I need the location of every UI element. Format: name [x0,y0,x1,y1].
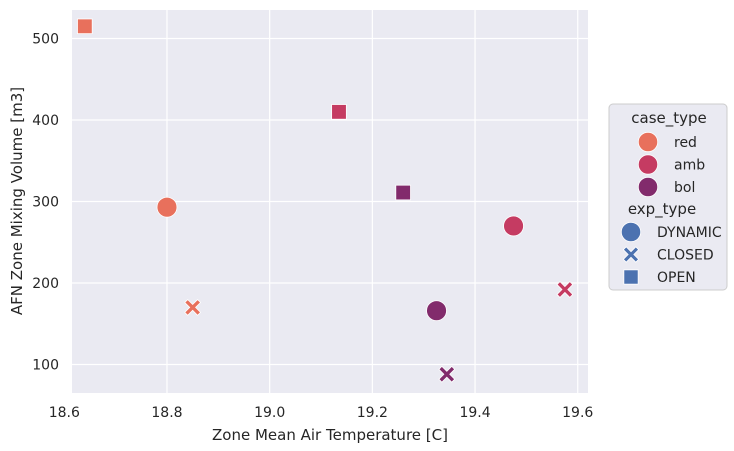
legend-case-label: bol [674,180,695,196]
legend-exp-items: DYNAMIC CLOSED OPEN [620,221,722,286]
data-point [156,196,178,218]
y-axis-title: AFN Zone Mixing Volume [m3] [8,87,26,315]
x-tick-label: 18.6 [49,405,80,421]
y-tick-label: 200 [32,276,59,292]
data-point [556,281,574,298]
legend-exp-title: exp_type [628,200,696,219]
data-point [395,184,411,201]
legend-case-items: red amb bol [637,131,705,198]
legend-case-label: red [674,135,697,151]
data-point [331,104,347,120]
legend-exp-label: OPEN [657,270,696,286]
legend: case_type red amb bol exp_type DYNAMIC CLOS… [608,103,728,291]
data-point [77,18,93,35]
data-point [503,215,524,237]
data-point [438,365,456,383]
legend-exp-marker [620,221,642,243]
legend-exp-label: CLOSED [657,248,714,264]
y-tick-label: 500 [32,32,59,48]
x-tick-label: 19.6 [562,405,593,421]
x-tick-labels: 18.6 18.8 19.0 19.2 19.4 19.6 [49,405,594,421]
data-points [77,18,574,383]
legend-case-title: case_type [631,109,707,128]
data-point [184,298,202,316]
y-tick-labels: 100 200 300 400 500 [32,32,59,374]
data-point [426,300,447,322]
x-tick-label: 19.0 [254,405,285,421]
x-axis-title: Zone Mean Air Temperature [C] [212,426,448,444]
legend-frame [608,103,728,291]
legend-exp-label: DYNAMIC [657,225,722,241]
y-tick-label: 400 [32,113,59,129]
x-tick-label: 19.4 [459,405,490,421]
legend-case-label: amb [674,158,705,174]
legend-exp-marker [622,246,640,263]
legend-case-marker [637,154,659,175]
y-tick-label: 300 [32,195,59,211]
x-tick-label: 18.8 [151,405,182,421]
y-tick-label: 100 [32,357,59,373]
legend-exp-marker [623,269,639,285]
legend-case-marker [637,131,659,153]
legend-case-marker [637,176,659,198]
x-tick-label: 19.2 [357,405,388,421]
